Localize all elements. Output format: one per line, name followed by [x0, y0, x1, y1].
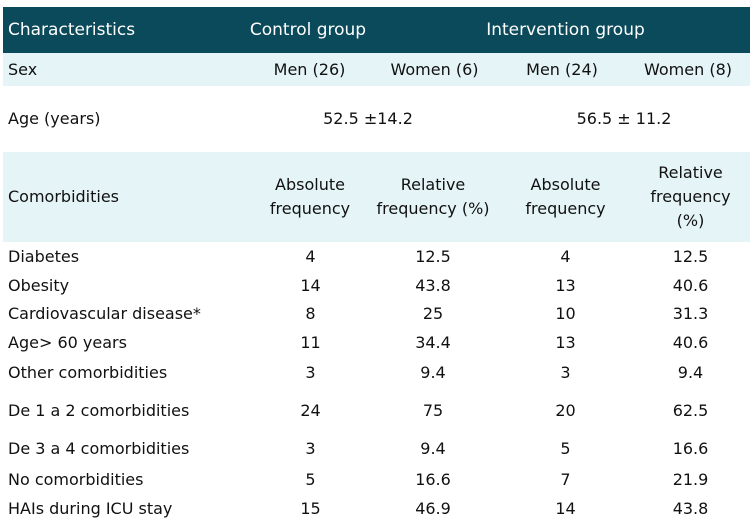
row-label: De 3 a 4 comorbidities	[8, 439, 190, 458]
control-relative-value: 75	[422, 400, 444, 420]
intervention-absolute-value: 5	[560, 439, 571, 458]
control-absolute-value: 24	[300, 400, 321, 420]
table-row: De 1 a 2 comorbidities 24 75 20 62.5	[3, 388, 750, 433]
intervention-relative-value: 43.8	[672, 499, 709, 518]
intervention-absolute-value: 14	[555, 499, 576, 518]
intervention-relative-value: 9.4	[677, 363, 704, 382]
control-absolute-value: 11	[300, 333, 321, 352]
intervention-absolute-frequency-header: Absolute frequency	[525, 175, 606, 218]
intervention-relative-value: 21.9	[672, 469, 709, 489]
table-row: Cardiovascular disease* 8 25 10 31.3	[3, 300, 750, 328]
row-label: Age> 60 years	[8, 333, 127, 352]
intervention-absolute-value: 3	[560, 363, 571, 382]
intervention-relative-value: 16.6	[672, 439, 709, 458]
control-relative-value: 12.5	[415, 246, 451, 266]
age-control-value: 52.5 ±14.2	[323, 109, 413, 128]
intervention-relative-value: 12.5	[672, 246, 709, 266]
control-absolute-frequency-header: Absolute frequency	[269, 175, 351, 218]
intervention-absolute-value: 10	[555, 304, 576, 323]
control-relative-value: 43.8	[415, 275, 451, 295]
control-relative-value: 34.4	[415, 333, 451, 352]
age-row: Age (years) 52.5 ±14.2 56.5 ± 11.2	[3, 86, 750, 152]
control-absolute-value: 4	[305, 246, 316, 266]
row-label: De 1 a 2 comorbidities	[8, 400, 190, 420]
control-absolute-value: 14	[300, 275, 321, 295]
row-label: Cardiovascular disease*	[8, 304, 201, 323]
intervention-absolute-value: 13	[555, 275, 576, 295]
intervention-men: Men (24)	[526, 59, 598, 79]
row-label: Obesity	[8, 275, 70, 295]
table-row: Obesity 14 43.8 13 40.6	[3, 271, 750, 300]
intervention-relative-value: 40.6	[672, 333, 709, 352]
control-women: Women (6)	[390, 59, 479, 79]
row-label: HAIs during ICU stay	[8, 499, 173, 518]
table-row: De 3 a 4 comorbidities 3 9.4 5 16.6	[3, 433, 750, 465]
control-relative-value: 46.9	[415, 499, 451, 518]
table-row: Diabetes 4 12.5 4 12.5	[3, 242, 750, 271]
control-absolute-value: 3	[305, 363, 316, 382]
header-intervention-group: Intervention group	[486, 20, 645, 40]
row-label: Other comorbidities	[8, 363, 168, 382]
intervention-women: Women (8)	[644, 59, 732, 79]
intervention-absolute-value: 4	[560, 246, 571, 266]
age-intervention-value: 56.5 ± 11.2	[576, 109, 672, 128]
control-relative-value: 25	[422, 304, 444, 323]
intervention-absolute-value: 7	[560, 469, 571, 489]
table-row: No comorbidities 5 16.6 7 21.9	[3, 465, 750, 494]
table-header-row: Characteristics Control group Interventi…	[3, 7, 750, 53]
control-relative-value: 9.4	[420, 439, 446, 458]
row-label: No comorbidities	[8, 469, 144, 489]
age-label: Age (years)	[8, 109, 101, 128]
control-relative-frequency-header: Relative frequency (%)	[376, 175, 490, 218]
intervention-relative-value: 40.6	[672, 275, 709, 295]
table-row: Other comorbidities 3 9.4 3 9.4	[3, 358, 750, 388]
row-label: Diabetes	[8, 246, 80, 266]
intervention-relative-value: 31.3	[672, 304, 709, 323]
control-absolute-value: 3	[305, 439, 316, 458]
comorbidities-header-row: Comorbidities Absolute frequency Relativ…	[3, 152, 750, 242]
sex-row: Sex Men (26) Women (6) Men (24) Women (8…	[3, 53, 750, 86]
comorbidities-label: Comorbidities	[8, 187, 120, 206]
intervention-absolute-value: 13	[555, 333, 576, 352]
intervention-absolute-value: 20	[555, 400, 576, 420]
control-relative-value: 16.6	[415, 469, 451, 489]
table-row: Age> 60 years 11 34.4 13 40.6	[3, 328, 750, 358]
control-absolute-value: 8	[305, 304, 316, 323]
header-control-group: Control group	[249, 20, 367, 40]
intervention-relative-frequency-header: Relative frequency (%)	[650, 163, 731, 230]
table-row: HAIs during ICU stay 15 46.9 14 43.8	[3, 494, 750, 524]
control-absolute-value: 5	[305, 469, 316, 489]
sex-label: Sex	[8, 59, 38, 79]
control-absolute-value: 15	[300, 499, 321, 518]
header-characteristics: Characteristics	[8, 20, 136, 40]
control-men: Men (26)	[273, 59, 346, 79]
control-relative-value: 9.4	[420, 363, 446, 382]
intervention-relative-value: 62.5	[672, 400, 709, 420]
